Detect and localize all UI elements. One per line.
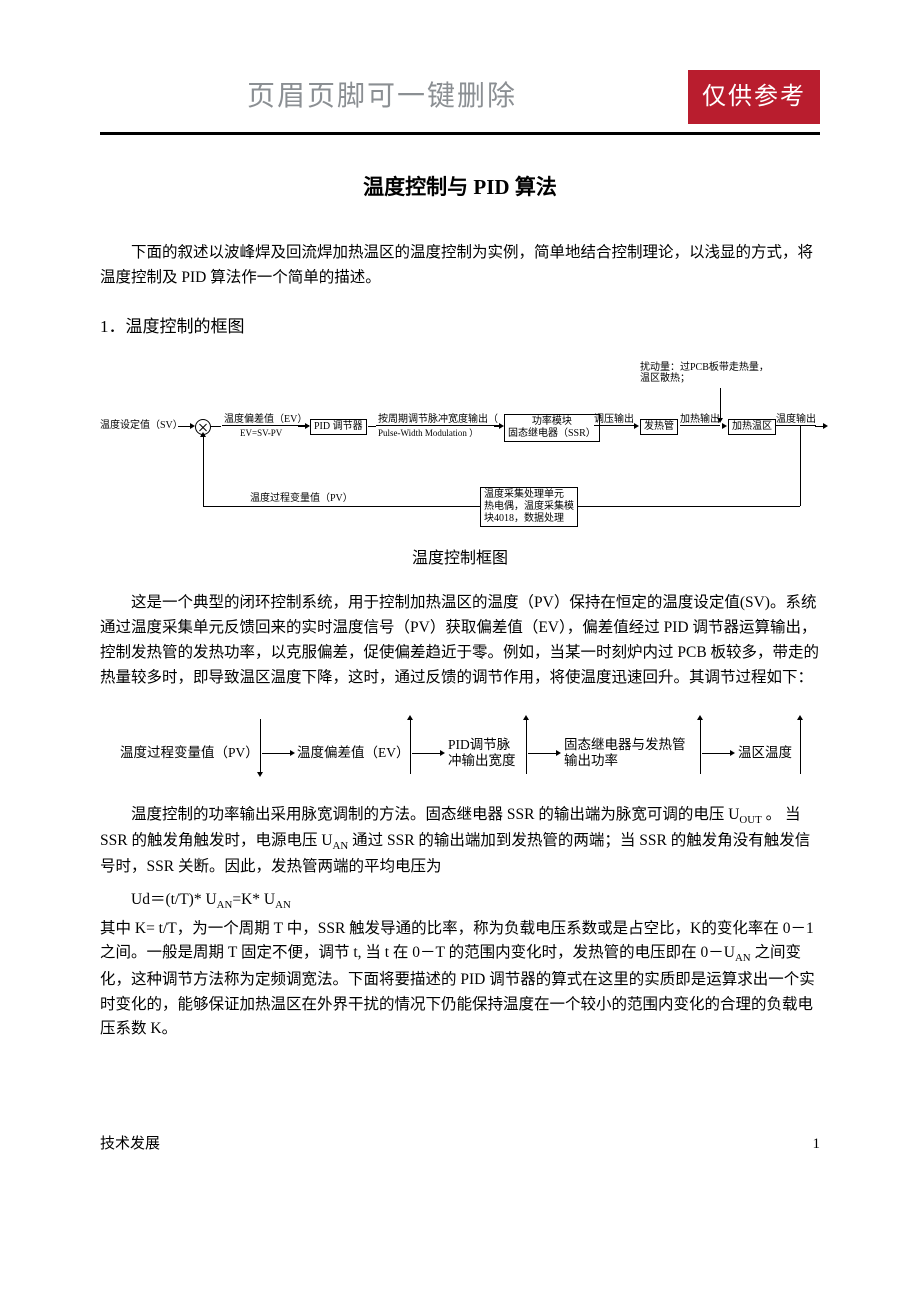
tempout-label: 温度输出 bbox=[776, 414, 816, 427]
adjustment-flow-diagram: 温度过程变量值（PV） 温度偏差值（EV） PID调节脉冲输出宽度 固态继电器与… bbox=[100, 709, 820, 789]
closed-loop-paragraph: 这是一个典型的闭环控制系统，用于控制加热温区的温度（PV）保持在恒定的温度设定值… bbox=[100, 591, 820, 690]
flow-node-ev: 温度偏差值（EV） bbox=[297, 745, 410, 762]
flow-node-temp: 温区温度 bbox=[738, 745, 792, 762]
pwm-paragraph: 温度控制的功率输出采用脉宽调制的方法。固态继电器 SSR 的输出端为脉宽可调的电… bbox=[100, 803, 820, 881]
pid-block: PID 调节器 bbox=[310, 419, 367, 435]
heatout-label: 加热输出 bbox=[680, 414, 720, 427]
formula-line: Ud＝(t/T)* UAN=K* UAN bbox=[100, 888, 820, 914]
document-page: 页眉页脚可一键删除 仅供参考 温度控制与 PID 算法 下面的叙述以波峰焊及回流… bbox=[0, 0, 920, 1216]
vout-label: 调压输出 bbox=[594, 414, 634, 427]
page-header: 页眉页脚可一键删除 仅供参考 bbox=[100, 70, 820, 124]
pwm-label: 按周期调节脉冲宽度输出（ bbox=[376, 414, 500, 427]
zone-block: 加热温区 bbox=[728, 419, 776, 435]
heater-block: 发热管 bbox=[640, 419, 678, 435]
page-footer: 技术发展 1 bbox=[100, 1132, 820, 1156]
header-motto: 页眉页脚可一键删除 bbox=[100, 75, 664, 120]
figure-1-caption: 温度控制框图 bbox=[100, 546, 820, 572]
pv-feedback-label: 温度过程变量值（PV） bbox=[250, 493, 353, 505]
flow-node-ssr: 固态继电器与发热管输出功率 bbox=[564, 737, 686, 771]
ev-label: 温度偏差值（EV） bbox=[222, 414, 309, 427]
disturbance-label: 扰动量：过PCB板带走热量，温区散热； bbox=[640, 362, 769, 385]
page-number: 1 bbox=[813, 1132, 821, 1156]
k-paragraph: 其中 K= t/T，为一个周期 T 中，SSR 触发导通的比率，称为负载电压系数… bbox=[100, 917, 820, 1043]
control-block-diagram: 扰动量：过PCB板带走热量，温区散热； 温度设定值（SV） 温度偏差值（EV） … bbox=[100, 362, 820, 532]
ssr-block: 功率模块固态继电器（SSR） bbox=[504, 414, 600, 442]
sv-label: 温度设定值（SV） bbox=[100, 420, 183, 432]
section-1-heading: 1．温度控制的框图 bbox=[100, 313, 820, 340]
footer-left: 技术发展 bbox=[100, 1132, 160, 1156]
document-title: 温度控制与 PID 算法 bbox=[100, 171, 820, 205]
sensor-block: 温度采集处理单元 热电偶，温度采集模 块4018，数据处理 bbox=[480, 487, 578, 527]
flow-node-pv: 温度过程变量值（PV） bbox=[120, 745, 259, 762]
header-rule bbox=[100, 132, 820, 135]
flow-node-pid: PID调节脉冲输出宽度 bbox=[448, 737, 516, 771]
intro-paragraph: 下面的叙述以波峰焊及回流焊加热温区的温度控制为实例，简单地结合控制理论，以浅显的… bbox=[100, 241, 820, 291]
reference-badge: 仅供参考 bbox=[688, 70, 820, 124]
